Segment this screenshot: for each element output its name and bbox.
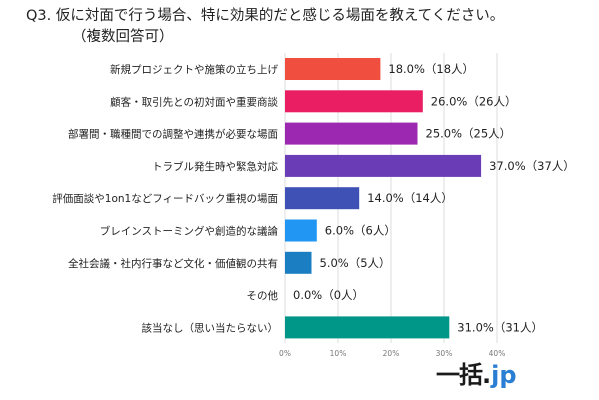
chart-subtitle: （複数回答可） <box>72 29 174 45</box>
value-label: 0.0%（0人） <box>293 288 364 302</box>
x-tick-label: 40% <box>489 349 506 358</box>
chart-title: Q3. 仮に対面で行う場合、特に効果的だと感じる場面を教えてください。 <box>26 8 505 24</box>
bar <box>285 219 317 242</box>
x-tick-label: 10% <box>330 349 347 358</box>
value-label: 6.0%（6人） <box>325 224 396 238</box>
value-label: 25.0%（25人） <box>426 127 512 141</box>
bar <box>285 316 450 339</box>
x-axis-ticks: 0% 10% 20% 30% 40% <box>279 349 505 358</box>
category-label: 全社会議・社内行事など文化・価値観の共有 <box>68 257 278 270</box>
logo-main-text: 一括 <box>436 361 483 389</box>
bar <box>285 187 360 210</box>
value-label: 18.0%（18人） <box>388 62 474 76</box>
category-label: 該当なし（思い当たらない） <box>142 321 279 334</box>
category-label: 顧客・取引先との初対面や重要商談 <box>110 95 278 108</box>
brand-logo: 一括.jp <box>436 360 517 390</box>
category-label: 評価面談や1on1などフィードバック重視の場面 <box>52 192 278 205</box>
bar <box>285 90 423 113</box>
x-tick-label: 20% <box>383 349 400 358</box>
labels: 新規プロジェクトや施策の立ち上げ 18.0%（18人） 顧客・取引先との初対面や重要… <box>52 62 575 334</box>
x-tick-label: 0% <box>279 349 291 358</box>
value-label: 26.0%（26人） <box>431 94 517 108</box>
value-label: 31.0%（31人） <box>457 320 543 334</box>
value-label: 5.0%（5人） <box>320 256 391 270</box>
bars <box>285 58 482 339</box>
value-label: 14.0%（14人） <box>367 191 453 205</box>
logo-suffix-text: jp <box>491 361 517 389</box>
value-label: 37.0%（37人） <box>489 159 575 173</box>
bar <box>285 154 482 177</box>
x-tick-label: 30% <box>436 349 453 358</box>
category-label: ブレインストーミングや創造的な議論 <box>100 225 279 238</box>
category-label: その他 <box>247 289 279 302</box>
category-label: 新規プロジェクトや施策の立ち上げ <box>110 63 278 76</box>
category-label: トラブル発生時や緊急対応 <box>152 160 278 173</box>
logo-dot: . <box>482 361 492 389</box>
bar <box>285 251 312 274</box>
bar <box>285 58 381 80</box>
bar <box>285 122 418 145</box>
category-label: 部署間・職種間での調整や連携が必要な場面 <box>68 128 278 141</box>
